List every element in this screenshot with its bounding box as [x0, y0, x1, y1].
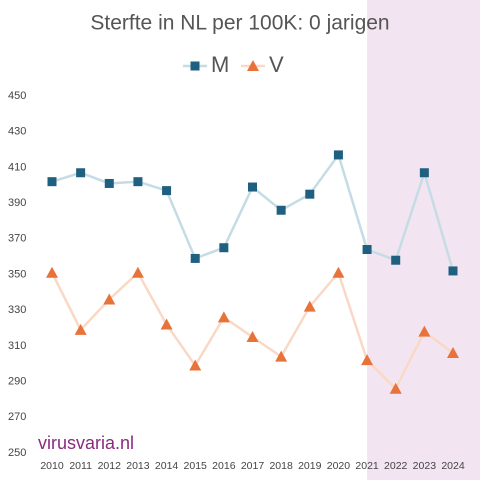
x-tick-label: 2024	[441, 460, 465, 472]
x-tick-label: 2012	[98, 460, 122, 472]
legend-label: V	[269, 52, 284, 77]
x-tick-label: 2017	[241, 460, 265, 472]
data-point	[103, 293, 116, 305]
x-tick-label: 2014	[155, 460, 179, 472]
data-point	[276, 205, 286, 215]
data-point	[303, 300, 316, 312]
y-tick-label: 390	[8, 197, 26, 209]
x-tick-label: 2013	[126, 460, 150, 472]
data-point	[419, 168, 429, 178]
x-tick-label: 2022	[384, 460, 408, 472]
data-point	[305, 189, 315, 199]
data-point	[47, 177, 57, 187]
data-point	[160, 318, 173, 330]
y-tick-label: 450	[8, 90, 26, 102]
x-tick-label: 2021	[355, 460, 379, 472]
x-tick-label: 2016	[212, 460, 236, 472]
legend-marker	[190, 61, 200, 71]
data-point	[332, 266, 345, 278]
data-point	[104, 178, 114, 188]
x-tick-label: 2010	[40, 460, 64, 472]
data-point	[190, 253, 200, 263]
data-point	[333, 150, 343, 160]
data-point	[219, 243, 229, 253]
y-tick-label: 250	[8, 447, 26, 459]
data-point	[248, 182, 257, 192]
data-point	[362, 245, 372, 255]
y-tick-label: 330	[8, 304, 26, 316]
y-tick-label: 310	[8, 340, 26, 352]
data-point	[275, 350, 288, 362]
data-point	[46, 266, 58, 278]
legend-marker	[247, 60, 259, 71]
y-tick-label: 290	[8, 376, 26, 388]
data-point	[74, 323, 87, 335]
data-point	[418, 325, 431, 337]
data-point	[217, 311, 230, 323]
y-tick-label: 410	[8, 161, 26, 173]
x-tick-label: 2015	[184, 460, 208, 472]
legend-label: M	[211, 52, 229, 77]
background-layer	[367, 0, 480, 480]
y-tick-label: 270	[8, 411, 26, 423]
data-point	[361, 354, 374, 366]
x-tick-label: 2011	[69, 460, 92, 472]
data-point	[189, 359, 202, 371]
data-point	[246, 330, 259, 342]
y-tick-label: 430	[8, 126, 26, 138]
data-point	[76, 168, 86, 178]
chart-title: Sterfte in NL per 100K: 0 jarigen	[90, 12, 389, 35]
x-tick-label: 2020	[327, 460, 351, 472]
data-point	[391, 255, 401, 265]
x-tick-label: 2018	[269, 460, 293, 472]
data-point	[448, 266, 458, 276]
data-point	[447, 347, 459, 359]
y-tick-label: 350	[8, 268, 26, 280]
y-tick-label: 370	[8, 233, 26, 245]
highlight-band	[367, 0, 480, 480]
data-point	[131, 266, 144, 278]
data-point	[389, 382, 402, 394]
data-point	[133, 177, 143, 187]
annotation: virusvaria.nl	[38, 433, 134, 453]
x-tick-label: 2019	[298, 460, 322, 472]
x-tick-label: 2023	[413, 460, 437, 472]
data-point	[162, 186, 172, 196]
